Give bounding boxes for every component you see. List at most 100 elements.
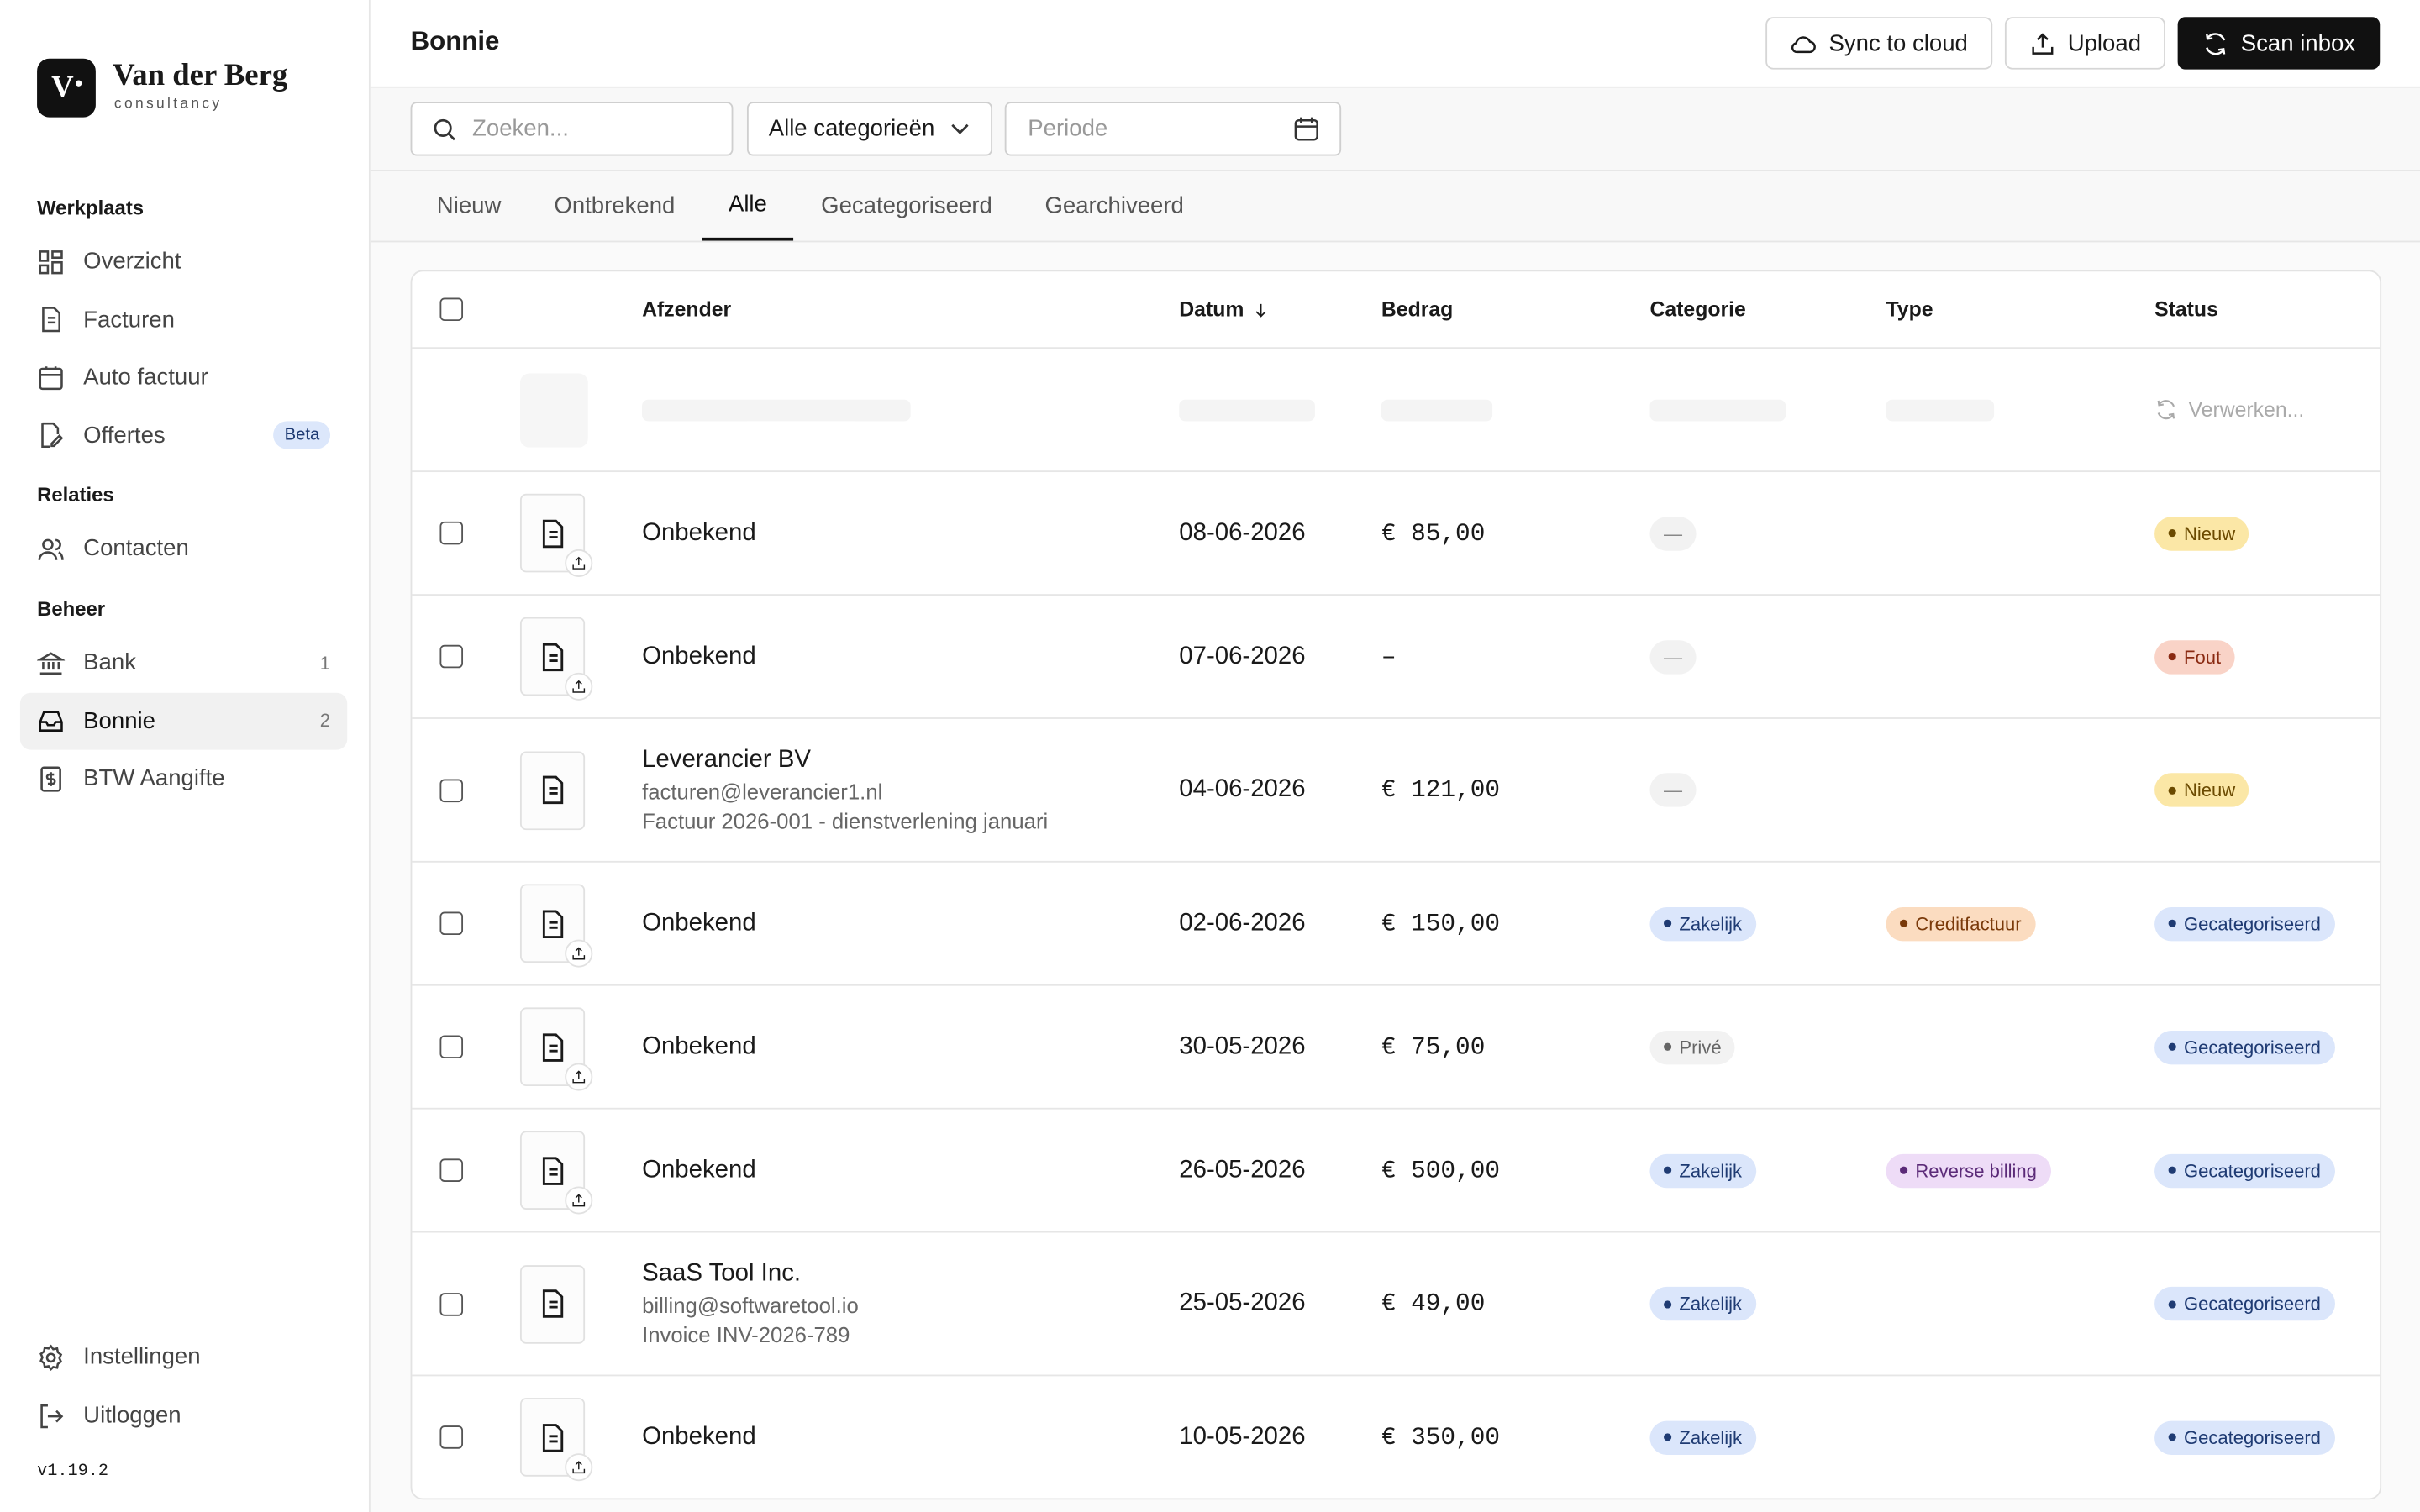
sender-name: Onbekend <box>642 1423 756 1450</box>
receipt-row[interactable]: Leverancier BV facturen@leverancier1.nl Fa… <box>412 717 2381 861</box>
column-header[interactable]: Afzender <box>642 271 731 347</box>
checkbox[interactable] <box>439 1035 464 1059</box>
category-cell: Privé <box>1649 986 1736 1108</box>
receipt-row[interactable]: Onbekend 02-06-2026 € 150,00 Zakelijk Credit… <box>412 860 2381 984</box>
pill-dot <box>1664 919 1672 927</box>
nav-item[interactable]: Overzicht <box>20 233 347 290</box>
receipt-row[interactable]: Onbekend 26-05-2026 € 500,00 Zakelijk Revers… <box>412 1107 2381 1231</box>
column-header-label: Type <box>1886 297 1933 322</box>
receipt-row[interactable]: Onbekend 30-05-2026 € 75,00 Privé Gecategori… <box>412 984 2381 1108</box>
category-cell: Zakelijk <box>1649 1110 1756 1231</box>
header-button[interactable]: Scan inbox <box>2177 17 2381 70</box>
checkbox[interactable] <box>439 521 464 545</box>
category-cell: — <box>1649 719 1697 861</box>
skeleton-bar <box>642 398 911 421</box>
nav-item[interactable]: Bonnie 2 <box>19 691 348 749</box>
checkbox[interactable] <box>439 644 464 669</box>
nav-item[interactable]: Contacten <box>20 521 347 578</box>
nav-item[interactable]: Uitloggen <box>20 1387 347 1444</box>
pill: Gecategoriseerd <box>2154 1030 2335 1064</box>
nav-label: Auto factuur <box>83 364 208 391</box>
nav-icon <box>38 538 64 560</box>
thumb-cell <box>519 472 593 594</box>
nav-item[interactable]: Bank 1 <box>20 634 347 691</box>
pill-label: Zakelijk <box>1679 1159 1743 1182</box>
category-cell: Zakelijk <box>1649 1376 1756 1498</box>
nav-label: Instellingen <box>83 1343 201 1371</box>
category-select[interactable]: Alle categorieën <box>746 102 993 156</box>
pill-dot <box>2168 919 2176 927</box>
header-button[interactable]: Sync to cloud <box>1765 17 1993 70</box>
column-header[interactable]: Categorie <box>1649 271 1745 347</box>
nav-icon <box>39 1343 63 1371</box>
amount: € 150,00 <box>1381 909 1500 937</box>
thumb-cell <box>519 1110 593 1231</box>
nav-item[interactable]: Auto factuur <box>20 349 347 406</box>
upload-icon <box>572 556 586 570</box>
receipt-row[interactable]: Onbekend 07-06-2026 – — Fout <box>412 594 2381 717</box>
column-header[interactable]: Bedrag <box>1381 271 1453 347</box>
nav-label: Contacten <box>83 536 189 563</box>
pill-label: Gecategoriseerd <box>2183 912 2321 935</box>
sender-cell: Onbekend <box>642 1376 756 1498</box>
category-select-value: Alle categorieën <box>768 115 935 142</box>
thumb-cell <box>519 719 586 861</box>
status-cell: Gecategoriseerd <box>2154 986 2335 1108</box>
tab[interactable]: Alle <box>702 171 794 241</box>
column-header[interactable]: Type <box>1886 271 1933 347</box>
status-cell: Nieuw <box>2154 719 2249 861</box>
tab[interactable]: Nieuw <box>436 192 502 219</box>
checkbox[interactable] <box>439 297 464 322</box>
nav-item[interactable]: Facturen <box>20 291 347 348</box>
checkbox[interactable] <box>439 778 464 802</box>
pill-dot <box>2168 1042 2176 1051</box>
nav-label: Bonnie <box>83 707 155 734</box>
skeleton-cell <box>1179 349 1315 470</box>
loading-status-label: Verwerken... <box>2188 397 2305 422</box>
tab-bar: Nieuw Ontbrekend Alle Gecategoriseerd Gearch… <box>370 171 2420 243</box>
pill: Gecategoriseerd <box>2154 1420 2335 1455</box>
thumb-cell <box>519 1233 586 1375</box>
page-title: Bonnie <box>410 26 500 56</box>
status-cell: Gecategoriseerd <box>2154 1110 2335 1231</box>
column-header-label: Categorie <box>1649 297 1746 322</box>
column-header[interactable]: Datum <box>1179 271 1270 347</box>
pill: Zakelijk <box>1649 906 1756 941</box>
pill-dot <box>2168 1433 2176 1441</box>
receipt-row[interactable]: Onbekend 10-05-2026 € 350,00 Zakelijk Gecate… <box>412 1374 2381 1499</box>
pill: Fout <box>2154 639 2235 674</box>
period-input[interactable]: Periode <box>1004 102 1342 156</box>
checkbox-cell <box>439 1233 464 1375</box>
amount: € 121,00 <box>1381 775 1500 804</box>
nav-item[interactable]: BTW Aangifte <box>20 750 347 807</box>
column-header[interactable]: Status <box>2154 271 2218 347</box>
nav-item[interactable]: Instellingen <box>20 1328 347 1385</box>
nav-item[interactable]: Offertes Beta <box>20 407 347 465</box>
pill-label: Zakelijk <box>1679 912 1743 935</box>
checkbox[interactable] <box>439 911 464 936</box>
receipt-row[interactable]: SaaS Tool Inc. billing@softwaretool.io Inv… <box>412 1231 2381 1375</box>
date: 04-06-2026 <box>1179 775 1306 803</box>
tab[interactable]: Gecategoriseerd <box>821 192 992 219</box>
receipt-row[interactable]: Onbekend 08-06-2026 € 85,00 — Nieuw <box>412 470 2381 594</box>
sender-name: Onbekend <box>642 909 756 936</box>
date: 08-06-2026 <box>1179 519 1306 546</box>
spinner-icon <box>2157 400 2175 420</box>
brand-name: Van der Berg <box>113 58 288 93</box>
pill: Zakelijk <box>1649 1420 1756 1455</box>
sender-email: facturen@leverancier1.nl <box>642 779 883 804</box>
checkbox[interactable] <box>439 1158 464 1182</box>
tab[interactable]: Gearchiveerd <box>1044 192 1184 219</box>
sender-cell: Leverancier BV facturen@leverancier1.nl Fa… <box>642 719 1048 861</box>
tab[interactable]: Ontbrekend <box>554 192 676 219</box>
upload-icon <box>572 680 586 693</box>
checkbox[interactable] <box>439 1292 464 1315</box>
header-button[interactable]: Upload <box>2004 17 2165 70</box>
checkbox[interactable] <box>439 1425 464 1449</box>
search-input[interactable]: Zoeken... <box>410 102 734 156</box>
header-checkbox-cell <box>439 271 464 347</box>
nav-icon <box>37 651 66 675</box>
date: 02-06-2026 <box>1179 909 1306 936</box>
sort-icon <box>1255 302 1266 317</box>
